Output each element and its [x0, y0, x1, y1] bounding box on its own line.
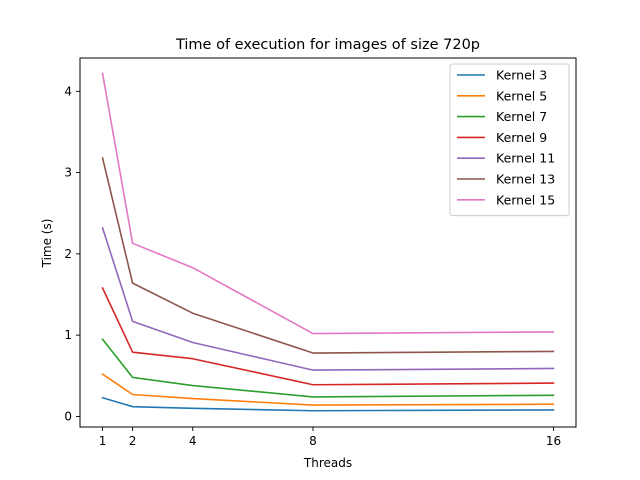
- series-layer: [101, 72, 555, 412]
- x-tick-label: 16: [546, 434, 561, 448]
- series-line-2: [101, 373, 555, 406]
- legend-entry-label: Kernel 11: [496, 151, 555, 166]
- x-tick-label: 2: [129, 434, 137, 448]
- y-tick-label: 3: [64, 166, 72, 180]
- legend-entry-label: Kernel 3: [496, 68, 547, 83]
- x-tick-label: 1: [99, 434, 107, 448]
- legend-entry-label: Kernel 7: [496, 109, 547, 124]
- legend-entry-label: Kernel 5: [496, 88, 547, 103]
- series-line-5: [101, 226, 555, 371]
- chart-title: Time of execution for images of size 720…: [175, 37, 480, 53]
- plot-area-frame: [79, 57, 577, 428]
- legend-frame: [449, 63, 570, 217]
- y-tick-label: 2: [64, 247, 72, 261]
- legend-entry-label: Kernel 9: [496, 130, 547, 145]
- y-tick-label: 0: [64, 409, 72, 423]
- y-tick-label: 1: [64, 328, 72, 342]
- x-tick-label: 4: [189, 434, 197, 448]
- series-line-3: [101, 338, 555, 398]
- y-axis-label: Time (s): [40, 219, 54, 269]
- y-tick-label: 4: [64, 84, 72, 98]
- x-axis-label: Threads: [303, 456, 352, 470]
- legend-entry-label: Kernel 15: [496, 192, 555, 207]
- legend-entry-label: Kernel 13: [496, 172, 555, 187]
- legend: Kernel 3 Kernel 5 Kernel 7 Kernel 9 Kernel 1…: [449, 63, 570, 217]
- series-line-1: [101, 396, 555, 412]
- axis-layer: 1 2 4 8 16 0 1 2 3 4: [64, 84, 561, 448]
- series-line-4: [101, 286, 555, 386]
- x-tick-label: 8: [309, 434, 317, 448]
- series-line-6: [101, 157, 555, 354]
- series-line-7: [101, 72, 555, 335]
